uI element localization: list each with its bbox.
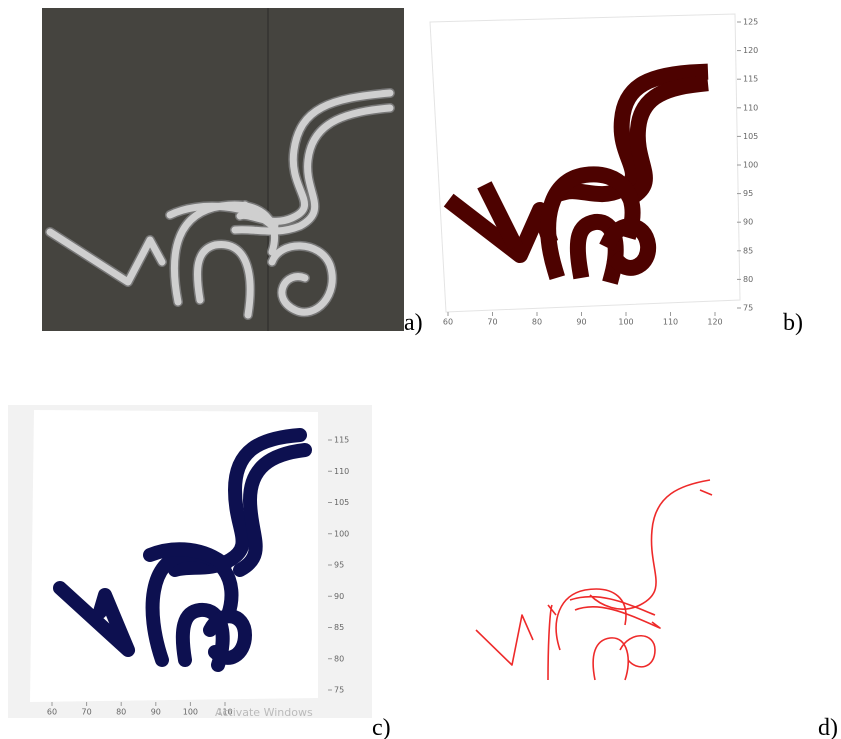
y-tick-label: 115 — [334, 436, 349, 445]
y-tick-label: 85 — [743, 246, 753, 255]
y-tick-label: 115 — [743, 75, 758, 84]
y-tick-label: 90 — [743, 218, 753, 227]
y-tick-label: 75 — [334, 686, 344, 695]
y-tick-label: 75 — [743, 304, 753, 313]
panel-b: 125 120 115 110 105 100 95 90 85 80 75 60 70 80 90 100 1… — [430, 14, 803, 336]
x-tick-label: 70 — [82, 708, 92, 717]
panel-label: d) — [818, 715, 838, 739]
x-tick-label: 120 — [707, 318, 722, 327]
y-tick-label: 100 — [743, 161, 758, 170]
x-tick-label: 80 — [116, 708, 126, 717]
y-tick-label: 95 — [334, 561, 344, 570]
figure: a) 1251201151101051009590858075607080901… — [0, 0, 841, 739]
watermark: Activate Windows — [215, 706, 313, 719]
x-tick-label: 90 — [576, 318, 586, 327]
y-tick-label: 120 — [743, 46, 758, 55]
y-tick-label: 95 — [743, 189, 753, 198]
y-tick-label: 100 — [334, 529, 349, 538]
render-background — [42, 8, 404, 331]
centerline-plot — [476, 480, 712, 680]
x-tick-label: 100 — [618, 318, 633, 327]
y-tick-label: 90 — [334, 592, 344, 601]
y-tick-label: 80 — [334, 654, 344, 663]
x-tick-label: 80 — [532, 318, 542, 327]
y-tick-label: 125 — [743, 18, 758, 27]
y-tick-label: 110 — [334, 467, 349, 476]
x-tick-label: 60 — [443, 318, 453, 327]
x-tick-label: 90 — [151, 708, 161, 717]
y-tick-label: 85 — [334, 623, 344, 632]
y-tick-label: 105 — [743, 132, 758, 141]
panel-d: d) — [476, 480, 838, 739]
x-tick-label: 110 — [663, 318, 678, 327]
x-tick-label: 60 — [47, 708, 57, 717]
y-tick-label: 80 — [743, 275, 753, 284]
panel-a: a) — [42, 8, 423, 336]
x-tick-label: 100 — [183, 708, 198, 717]
panel-label: a) — [404, 310, 423, 336]
panel-label: c) — [372, 715, 391, 739]
panel-label: b) — [783, 310, 803, 336]
x-tick-label: 70 — [487, 318, 497, 327]
y-tick-label: 110 — [743, 103, 758, 112]
y-tick-label: 105 — [334, 498, 349, 507]
